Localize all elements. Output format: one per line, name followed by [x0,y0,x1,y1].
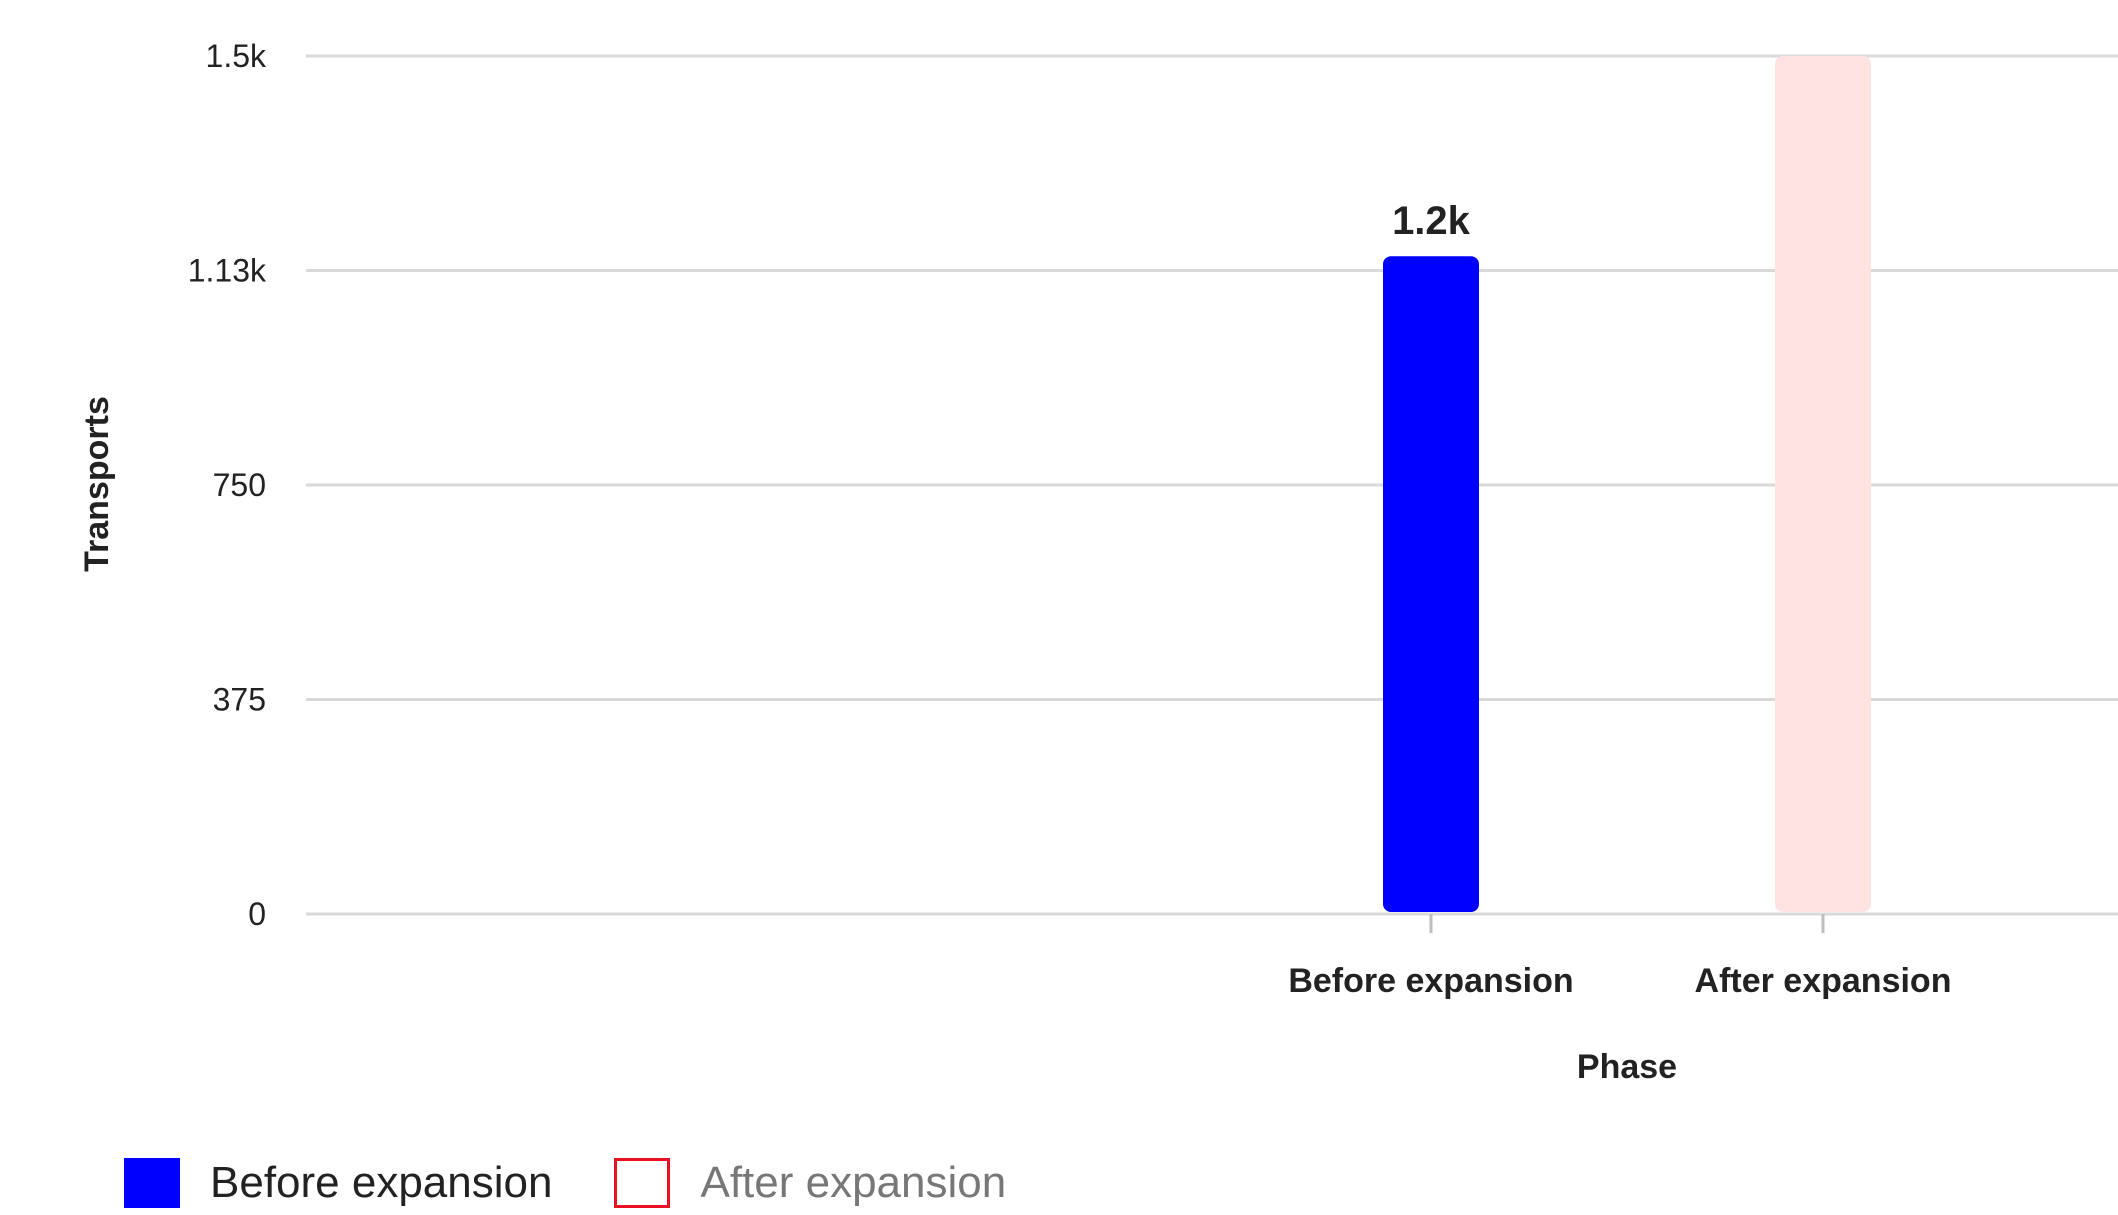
x-axis-title: Phase [1577,1048,1677,1086]
y-tick-label: 750 [213,467,266,503]
hover-band-layer [1775,56,1871,912]
legend: Before expansion After expansion [124,1158,1068,1208]
y-axis-title: Transports [78,396,116,572]
hover-highlight-band[interactable] [1775,56,1871,912]
x-tick-label: Before expansion [1288,962,1573,1000]
data-labels: 1.2k [1392,199,1471,243]
y-tick-label: 1.5k [206,38,267,74]
y-tick-label: 1.13k [188,253,267,289]
legend-label: After expansion [700,1158,1007,1207]
y-tick-label: 375 [213,682,266,718]
bars [1383,256,1479,912]
y-tick-label: 0 [248,896,266,932]
bar[interactable] [1383,256,1479,912]
y-axis-ticks: 0 375 750 1.13k 1.5k [188,38,267,932]
legend-swatch [124,1158,180,1208]
legend-item[interactable]: After expansion [614,1158,1006,1208]
x-axis-ticks: Before expansion After expansion [1288,914,1951,1000]
bar-data-label: 1.2k [1392,199,1471,243]
legend-label: Before expansion [210,1158,553,1207]
legend-swatch [614,1158,671,1208]
legend-item[interactable]: Before expansion [124,1158,552,1208]
x-tick-label: After expansion [1695,962,1952,1000]
